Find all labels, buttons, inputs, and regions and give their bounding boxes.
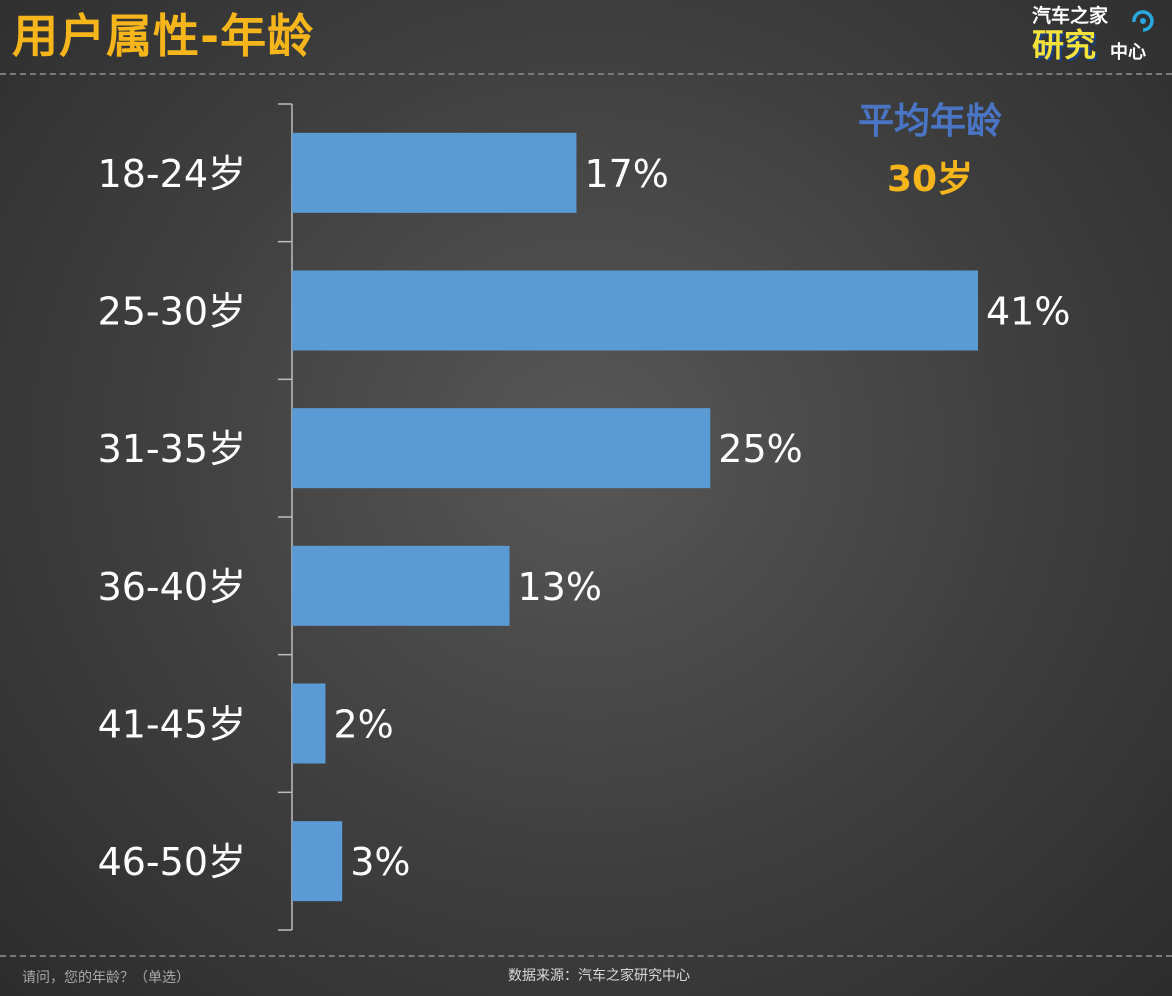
value-label: 13% [518, 565, 602, 609]
average-age-value: 30岁 [886, 159, 974, 200]
average-age-label: 平均年龄 [857, 101, 1002, 142]
survey-question: 请问，您的年龄？（单选） [22, 970, 190, 986]
header-divider [0, 73, 1172, 75]
bar-1 [292, 132, 577, 213]
bar-6 [292, 821, 343, 902]
value-label: 3% [350, 840, 410, 884]
bar-3 [292, 408, 711, 489]
bar-2 [292, 270, 978, 351]
footer-divider [0, 955, 1172, 957]
category-label: 46-50岁 [98, 840, 246, 884]
logo-top-text: 汽车之家 [1032, 5, 1109, 27]
data-source: 数据来源：汽车之家研究中心 [508, 968, 690, 984]
value-label: 2% [333, 703, 393, 747]
category-label: 36-40岁 [98, 565, 246, 609]
value-label: 17% [584, 152, 668, 196]
page-title: 用户属性-年龄 [12, 9, 315, 63]
bar-4 [292, 545, 510, 626]
value-label: 41% [986, 290, 1070, 334]
category-label: 25-30岁 [98, 290, 246, 334]
bar-5 [292, 683, 326, 764]
category-label: 41-45岁 [98, 703, 246, 747]
swirl-icon [1132, 10, 1154, 32]
value-label: 25% [718, 427, 802, 471]
category-label: 18-24岁 [98, 152, 246, 196]
logo-small-text: 中心 [1110, 42, 1146, 63]
logo: 汽车之家 研究 中心 [1032, 4, 1156, 66]
category-label: 31-35岁 [98, 427, 246, 471]
logo-big-text: 研究 [1032, 26, 1097, 64]
header: 用户属性-年龄 汽车之家 研究 中心 [0, 0, 1172, 74]
